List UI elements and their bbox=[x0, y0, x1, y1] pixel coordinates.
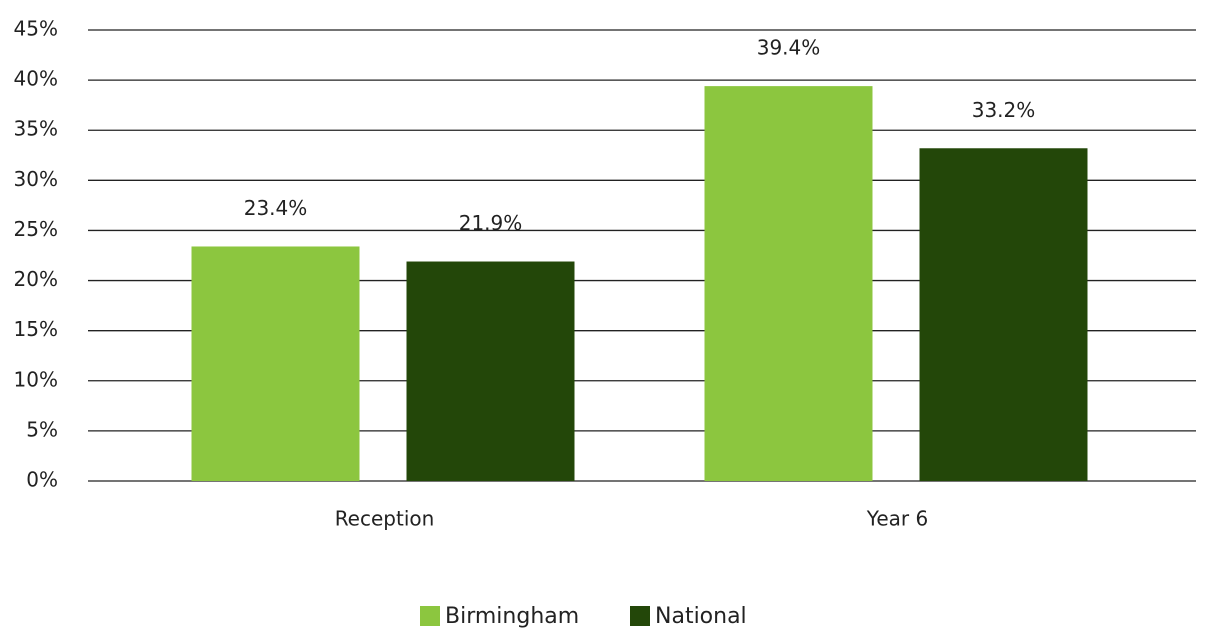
legend-label: National bbox=[655, 604, 747, 629]
value-label: 23.4% bbox=[244, 196, 308, 220]
y-tick-label: 40% bbox=[14, 67, 58, 91]
bar bbox=[704, 86, 873, 481]
y-tick-label: 35% bbox=[14, 117, 58, 141]
y-tick-label: 15% bbox=[14, 317, 58, 341]
y-tick-label: 30% bbox=[14, 167, 58, 191]
y-tick-label: 10% bbox=[14, 367, 58, 391]
y-tick-label: 5% bbox=[26, 417, 58, 441]
bar bbox=[919, 148, 1088, 482]
y-tick-label: 25% bbox=[14, 217, 58, 241]
value-label: 33.2% bbox=[972, 98, 1036, 122]
value-label: 39.4% bbox=[757, 36, 821, 60]
legend-swatch bbox=[630, 606, 650, 626]
value-label: 21.9% bbox=[459, 211, 523, 235]
legend-label: Birmingham bbox=[445, 604, 579, 629]
x-tick-label: Reception bbox=[335, 507, 435, 531]
y-tick-label: 0% bbox=[26, 468, 58, 492]
bar bbox=[191, 246, 360, 481]
legend-swatch bbox=[420, 606, 440, 626]
bar bbox=[406, 261, 575, 481]
x-tick-label: Year 6 bbox=[866, 507, 928, 531]
y-tick-label: 45% bbox=[14, 17, 58, 41]
y-tick-label: 20% bbox=[14, 267, 58, 291]
